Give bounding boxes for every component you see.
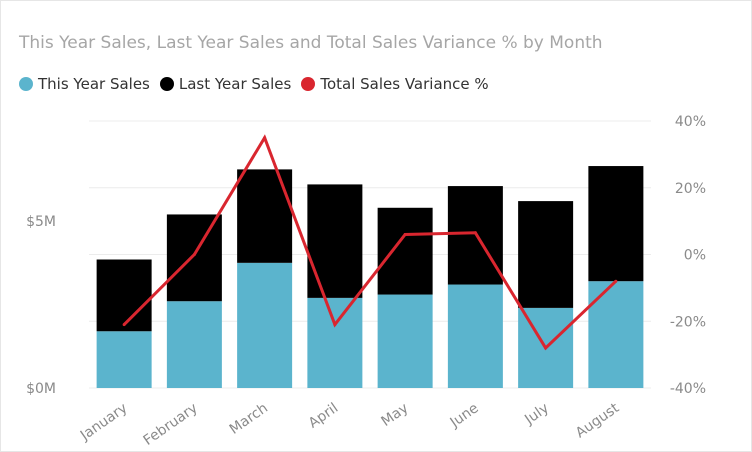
- right-axis-tick-label: 40%: [675, 114, 706, 130]
- x-axis-tick-label: February: [141, 400, 201, 449]
- bar-this-year-sales-january: [96, 331, 152, 388]
- x-axis-tick-label: July: [521, 400, 552, 428]
- point-total-sales-variance-march: [263, 136, 267, 140]
- chart-title: This Year Sales, Last Year Sales and Tot…: [19, 33, 603, 53]
- x-axis-tick-label: January: [77, 400, 130, 444]
- x-axis-tick-label: August: [573, 400, 623, 442]
- bar-last-year-sales-april: [307, 184, 363, 298]
- point-total-sales-variance-june: [473, 231, 477, 235]
- legend-label-this-year-sales: This Year Sales: [38, 75, 150, 93]
- bar-this-year-sales-may: [377, 294, 433, 388]
- point-total-sales-variance-january: [122, 323, 126, 327]
- line-total-sales-variance: [123, 134, 617, 351]
- bar-last-year-sales-august: [588, 166, 644, 282]
- x-axis-tick-label: June: [447, 400, 482, 431]
- legend-label-total-sales-variance: Total Sales Variance %: [320, 75, 489, 93]
- legend-marker-total-sales-variance: [301, 77, 316, 91]
- bar-this-year-sales-april: [307, 297, 363, 388]
- left-axis-tick-label: $0M: [26, 381, 56, 397]
- x-axis-tick-label: March: [227, 400, 271, 438]
- bar-last-year-sales-may: [377, 207, 433, 295]
- point-total-sales-variance-august: [614, 279, 618, 283]
- bar-last-year-sales-february: [166, 214, 222, 302]
- bar-last-year-sales-july: [518, 201, 574, 308]
- bar-this-year-sales-february: [166, 301, 222, 388]
- legend-label-last-year-sales: Last Year Sales: [178, 75, 292, 93]
- chart-legend: This Year Sales Last Year Sales Total Sa…: [19, 75, 499, 93]
- right-axis-tick-label: -20%: [670, 314, 706, 330]
- legend-item-total-sales-variance[interactable]: Total Sales Variance %: [301, 75, 489, 93]
- bar-last-year-sales-january: [96, 259, 152, 332]
- right-axis-tick-label: 20%: [675, 181, 706, 197]
- x-axis-tick-label: May: [379, 400, 412, 430]
- legend-item-this-year-sales[interactable]: This Year Sales: [19, 75, 150, 93]
- legend-marker-this-year-sales: [19, 77, 33, 91]
- bar-this-year-sales-august: [588, 281, 644, 388]
- point-total-sales-variance-july: [544, 346, 548, 350]
- legend-item-last-year-sales[interactable]: Last Year Sales: [159, 75, 292, 93]
- bar-this-year-sales-june: [447, 284, 503, 388]
- right-axis-tick-label: -40%: [670, 381, 706, 397]
- right-axis-tick-label: 0%: [684, 248, 706, 264]
- legend-marker-last-year-sales: [159, 77, 174, 91]
- point-total-sales-variance-may: [403, 232, 407, 236]
- x-axis-tick-label: April: [306, 400, 341, 431]
- point-total-sales-variance-april: [333, 323, 337, 327]
- point-total-sales-variance-february: [192, 253, 196, 256]
- left-axis-tick-label: $5M: [26, 214, 56, 230]
- bar-this-year-sales-march: [237, 262, 293, 388]
- bar-last-year-sales-march: [237, 169, 293, 263]
